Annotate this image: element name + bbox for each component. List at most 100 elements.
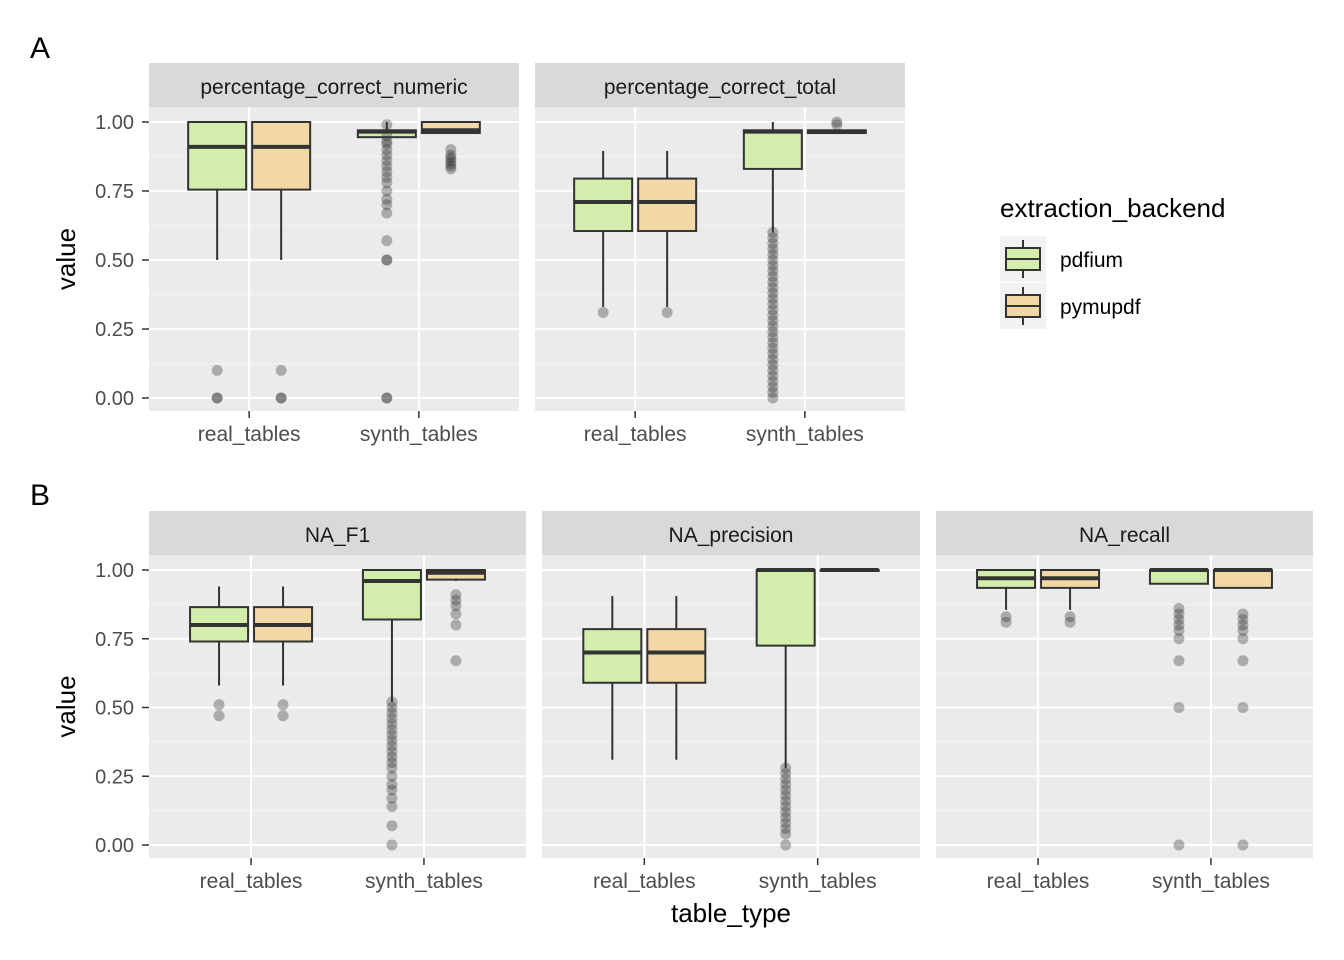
outlier-point [450, 608, 462, 620]
outlier-point [780, 806, 792, 818]
facet-strip-label: percentage_correct_numeric [200, 76, 467, 99]
outlier-point [381, 185, 393, 197]
outlier-point [767, 309, 779, 321]
outlier-point [381, 254, 393, 266]
box-body [187, 121, 248, 191]
outlier-point [661, 306, 673, 318]
outlier-point [767, 342, 779, 354]
outlier-point [767, 392, 779, 404]
outlier-point [1173, 603, 1185, 614]
outlier-point [386, 839, 398, 851]
outlier-point [386, 729, 398, 741]
outlier-point [386, 762, 398, 774]
outlier-point [381, 392, 393, 404]
box-body [646, 628, 707, 684]
outlier-point [386, 801, 398, 812]
box-body [573, 177, 634, 233]
facet-strip [535, 63, 905, 107]
outlier-point [386, 820, 398, 832]
outlier-point [780, 812, 792, 823]
outlier-point [767, 348, 779, 360]
outlier-point [767, 287, 779, 299]
outlier-point [767, 243, 779, 255]
panel-letter-b: B [30, 479, 50, 512]
outlier-point [780, 839, 792, 851]
box-pymupdf-synth_tables [420, 121, 481, 175]
outlier-point [780, 823, 792, 834]
facet-panel: NA_F1 real_tables synth_tables [149, 511, 526, 893]
box-body [425, 569, 486, 581]
box-body [361, 569, 422, 621]
outlier-point [1173, 702, 1185, 713]
outlier-point [277, 710, 289, 722]
x-tick-label: real_tables [593, 870, 696, 893]
outlier-point [767, 353, 779, 365]
outlier-point [1173, 614, 1185, 625]
box-body [742, 129, 803, 170]
legend-entry-pymupdf: pymupdf [1000, 283, 1141, 329]
outlier-point [1173, 633, 1185, 645]
box-pdfium-synth_tables [742, 122, 803, 404]
outlier-point [445, 160, 457, 172]
x-axis-title: table_type [671, 898, 791, 928]
outlier-point [767, 364, 779, 376]
y-axis-title: value [51, 228, 81, 290]
outlier-point [780, 762, 792, 774]
outlier-point [767, 298, 779, 310]
outlier-point [831, 116, 843, 128]
outlier-point [275, 392, 287, 404]
outlier-point [381, 166, 393, 178]
outlier-point [386, 751, 398, 763]
y-tick-label: 0.75 [95, 629, 134, 651]
y-tick-label: 1.00 [95, 112, 134, 134]
box-pdfium-synth_tables [1148, 568, 1209, 851]
box-pdfium-synth_tables [356, 119, 417, 404]
outlier-point [381, 155, 393, 167]
outlier-point [767, 375, 779, 387]
y-tick-label: 0.00 [95, 388, 134, 410]
outlier-point [445, 163, 457, 175]
outlier-point [381, 144, 393, 156]
facet-panel: percentage_correct_total real_tables synth… [535, 63, 905, 446]
outlier-point [386, 757, 398, 768]
outlier-point [386, 707, 398, 719]
outlier-point [767, 370, 779, 382]
outlier-point [1237, 839, 1249, 851]
outlier-point [381, 193, 393, 205]
outlier-point [780, 817, 792, 829]
outlier-point [767, 265, 779, 277]
x-tick-label: real_tables [584, 423, 687, 446]
outlier-point [1237, 614, 1249, 625]
facet-strip [936, 511, 1313, 555]
outlier-point [767, 254, 779, 266]
y-axis-title: value [51, 675, 81, 737]
box-pymupdf-synth_tables [806, 116, 867, 135]
outlier-point [445, 144, 457, 156]
outlier-point [767, 315, 779, 327]
outlier-point [767, 326, 779, 338]
outlier-point [1173, 625, 1185, 636]
outlier-point [767, 293, 779, 305]
facet-strip-label: NA_F1 [305, 524, 370, 547]
x-tick-label: real_tables [987, 870, 1090, 893]
outlier-point [1173, 839, 1185, 851]
outlier-point [780, 768, 792, 779]
box-pymupdf-real_tables [646, 596, 707, 760]
outlier-point [386, 770, 398, 782]
x-tick-label: synth_tables [746, 423, 864, 446]
outlier-point [277, 699, 289, 711]
outlier-point [450, 594, 462, 606]
outlier-point [450, 655, 462, 667]
facet-strip [149, 63, 519, 107]
outlier-point [381, 130, 393, 142]
box-body [1212, 569, 1273, 589]
outlier-point [386, 724, 398, 735]
outlier-point [381, 199, 393, 211]
outlier-point [381, 207, 393, 219]
outlier-point [211, 364, 223, 376]
outlier-point [767, 304, 779, 316]
y-tick-label: 0.50 [95, 250, 134, 272]
box-pymupdf-synth_tables [1212, 568, 1273, 851]
outlier-point [780, 790, 792, 801]
facet-strip-label: percentage_correct_total [604, 76, 836, 99]
